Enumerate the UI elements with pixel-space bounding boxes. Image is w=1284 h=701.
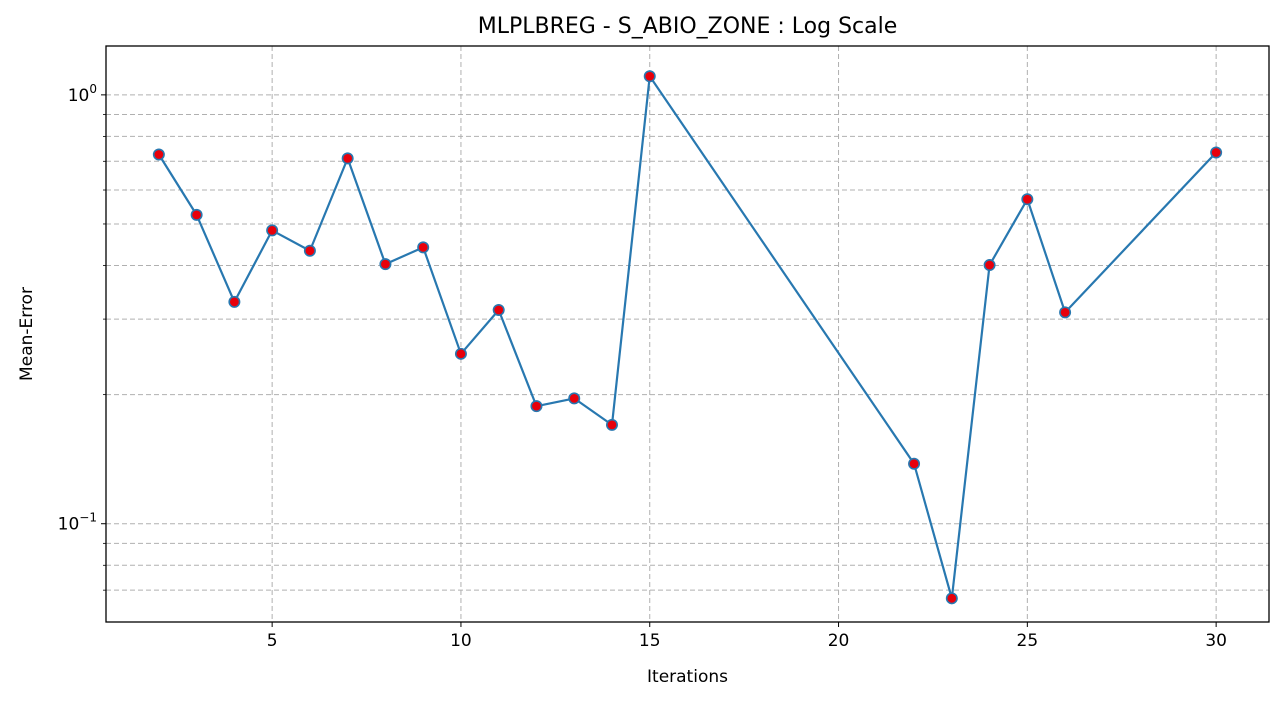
y-axis-label: Mean-Error bbox=[17, 287, 37, 381]
data-point bbox=[530, 400, 543, 413]
ticks: 5 10 15 20 25 30 10−1 100 bbox=[58, 82, 1227, 651]
data-point bbox=[643, 70, 656, 83]
data-point bbox=[945, 592, 958, 605]
data-point bbox=[492, 304, 505, 317]
chart-title: MLPLBREG - S_ABIO_ZONE : Log Scale bbox=[478, 14, 898, 39]
x-axis-label: Iterations bbox=[647, 667, 728, 687]
data-point bbox=[1059, 306, 1072, 319]
data-series bbox=[152, 70, 1223, 605]
data-point bbox=[568, 392, 581, 405]
data-point bbox=[417, 241, 430, 254]
data-point bbox=[341, 152, 354, 165]
x-tick-label: 30 bbox=[1205, 631, 1227, 651]
x-tick-label: 15 bbox=[639, 631, 661, 651]
data-point bbox=[303, 244, 316, 257]
data-point bbox=[983, 259, 996, 272]
data-point bbox=[228, 295, 241, 308]
x-tick-label: 10 bbox=[450, 631, 472, 651]
data-point bbox=[152, 148, 165, 161]
data-point bbox=[1021, 193, 1034, 206]
x-tick-label: 5 bbox=[267, 631, 278, 651]
plot-frame bbox=[105, 45, 1270, 623]
data-point bbox=[266, 224, 279, 237]
y-tick-label: 100 bbox=[68, 82, 97, 106]
data-point bbox=[1210, 146, 1223, 159]
y-tick-label: 10−1 bbox=[58, 511, 97, 535]
data-point bbox=[605, 418, 618, 431]
data-point bbox=[379, 258, 392, 271]
series-line bbox=[157, 75, 1217, 600]
data-point bbox=[454, 347, 467, 360]
data-point bbox=[908, 457, 921, 470]
x-tick-label: 25 bbox=[1017, 631, 1039, 651]
x-tick-label: 20 bbox=[828, 631, 850, 651]
data-point bbox=[190, 208, 203, 221]
grid bbox=[106, 46, 1269, 622]
